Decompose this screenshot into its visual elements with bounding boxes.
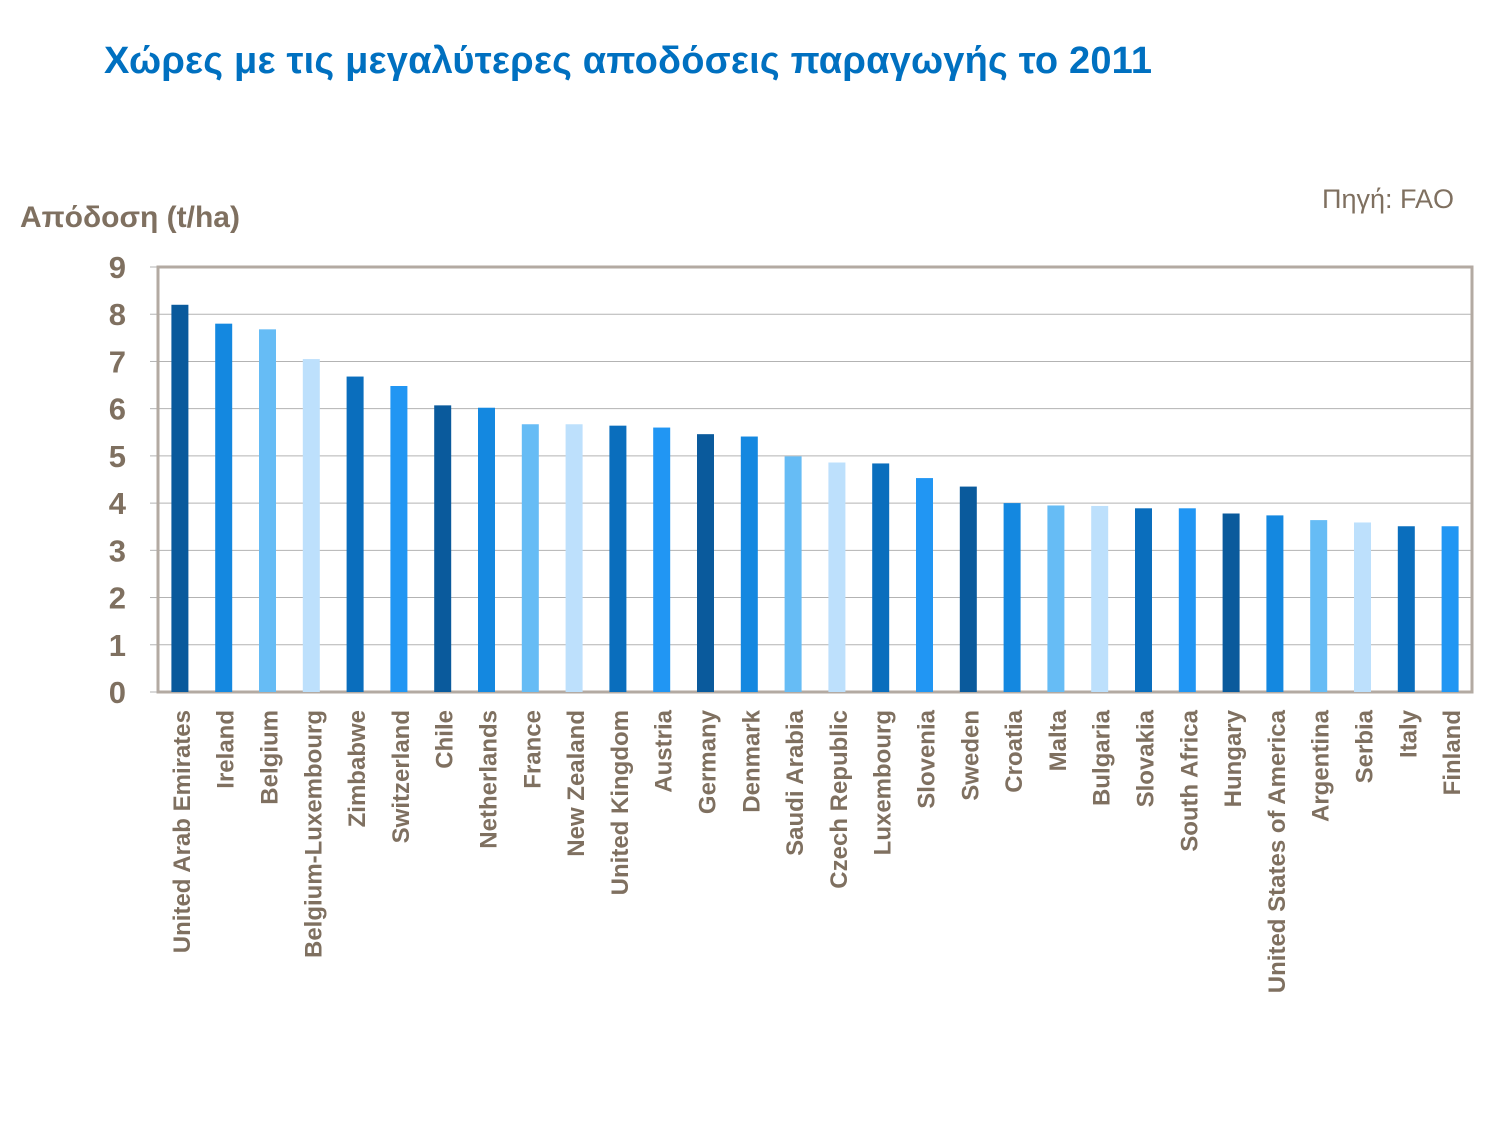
- bar: [828, 462, 846, 692]
- bar: [1178, 508, 1196, 692]
- bar: [609, 425, 627, 692]
- bar: [346, 376, 364, 692]
- x-tick-label: South Africa: [1176, 709, 1203, 851]
- y-tick-label: 7: [109, 344, 126, 379]
- y-tick-label: 4: [109, 486, 127, 521]
- x-tick-label: Argentina: [1308, 709, 1335, 822]
- y-tick-label: 1: [109, 628, 126, 663]
- bar: [740, 436, 758, 692]
- y-tick-label: 2: [109, 581, 126, 616]
- x-tick-label: Italy: [1395, 709, 1422, 758]
- page-title: Χώρες με τις μεγαλύτερες αποδόσεις παραγ…: [104, 40, 1153, 82]
- x-tick-label: United States of America: [1264, 709, 1291, 993]
- bar: [521, 424, 539, 692]
- bar: [434, 405, 452, 692]
- x-tick-label: Chile: [432, 710, 459, 769]
- bar: [1135, 508, 1152, 692]
- bar: [215, 323, 233, 692]
- bar: [784, 456, 802, 692]
- x-tick-label: Saudi Arabia: [782, 709, 809, 855]
- bar: [1091, 505, 1109, 692]
- bar: [1047, 505, 1065, 692]
- x-tick-label: Finland: [1439, 710, 1466, 795]
- x-tick-label: Bulgaria: [1089, 709, 1116, 806]
- bar: [653, 427, 671, 692]
- bar: [697, 434, 714, 692]
- bar: [1310, 520, 1328, 692]
- bar: [959, 486, 977, 692]
- y-tick-label: 6: [109, 392, 126, 427]
- bar: [1354, 522, 1371, 692]
- x-tick-label: France: [519, 710, 546, 789]
- bar: [1266, 515, 1284, 692]
- y-tick-label: 8: [109, 297, 126, 332]
- source-note: Πηγή: FAO: [1321, 184, 1454, 214]
- x-tick-label: Malta: [1045, 709, 1072, 771]
- x-tick-label: Czech Republic: [826, 710, 853, 889]
- plot-area-border: [156, 265, 1474, 694]
- x-tick-label: Ireland: [213, 710, 240, 789]
- bar: [1397, 526, 1415, 692]
- x-tick-label: Zimbabwe: [344, 710, 371, 827]
- y-tick-label: 9: [109, 250, 126, 285]
- bar: [259, 329, 276, 692]
- y-tick-label: 0: [109, 675, 126, 710]
- x-tick-label: Luxembourg: [870, 710, 897, 855]
- bar: [302, 359, 320, 692]
- y-tick-label: 5: [109, 439, 126, 474]
- x-tick-label: Sweden: [957, 710, 984, 801]
- x-tick-label: Slovenia: [914, 709, 941, 808]
- bar: [565, 424, 583, 692]
- bar: [390, 386, 408, 692]
- x-tick-label: Hungary: [1220, 709, 1247, 807]
- bar: [1222, 513, 1240, 692]
- y-tick-label: 3: [109, 533, 126, 568]
- x-tick-label: Netherlands: [476, 710, 503, 849]
- x-tick-label: Serbia: [1352, 709, 1379, 783]
- bar: [916, 478, 933, 692]
- y-axis-label: Απόδοση (t/ha): [20, 201, 240, 234]
- x-tick-label: United Arab Emirates: [169, 710, 196, 953]
- x-tick-label: United Kingdom: [607, 710, 634, 895]
- x-tick-label: Belgium-Luxembourg: [300, 710, 327, 958]
- x-tick-label: New Zealand: [563, 710, 590, 857]
- x-tick-label: Belgium: [257, 710, 284, 805]
- bar: [872, 463, 890, 692]
- x-tick-label: Croatia: [1001, 709, 1028, 792]
- x-tick-label: Austria: [651, 709, 678, 792]
- x-tick-label: Switzerland: [388, 710, 415, 843]
- bar: [1003, 503, 1021, 692]
- bar: [478, 407, 495, 692]
- bar: [1441, 526, 1459, 692]
- x-tick-label: Denmark: [738, 709, 765, 812]
- x-tick-label: Germany: [695, 709, 722, 814]
- bar: [171, 304, 189, 692]
- x-tick-label: Slovakia: [1133, 709, 1160, 807]
